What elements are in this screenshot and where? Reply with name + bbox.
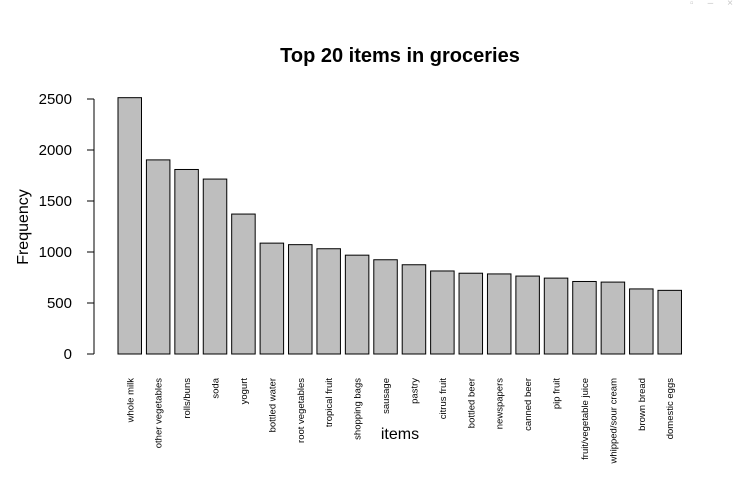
bar xyxy=(543,277,569,355)
minimize-icon[interactable]: – xyxy=(707,0,714,9)
x-tick-label: bottled beer xyxy=(466,378,477,428)
bar xyxy=(401,264,427,355)
bar xyxy=(430,270,455,355)
bar xyxy=(600,281,626,355)
bar xyxy=(572,280,597,355)
y-tick-label: 500 xyxy=(47,295,72,312)
bar xyxy=(629,288,654,355)
bar xyxy=(202,178,228,355)
bar xyxy=(373,259,398,355)
x-tick-label: bottled water xyxy=(267,378,278,432)
x-tick-label: fruit/vegetable juice xyxy=(580,378,591,460)
x-tick-label: pastry xyxy=(409,378,420,404)
x-tick-label: other vegetables xyxy=(154,378,165,448)
x-tick-label: shopping bags xyxy=(353,378,364,440)
bar xyxy=(259,242,285,355)
bar xyxy=(515,275,540,355)
window-controls: ▫ – × xyxy=(690,0,733,9)
x-tick-label: pip fruit xyxy=(552,378,563,410)
x-tick-label: citrus fruit xyxy=(438,378,449,420)
x-tick-label: yogurt xyxy=(239,378,250,405)
restore-icon[interactable]: ▫ xyxy=(690,0,694,9)
x-tick-label: rolls/buns xyxy=(182,378,193,419)
bar xyxy=(316,248,341,355)
x-tick-label: whipped/sour cream xyxy=(608,378,619,465)
x-tick-label: sausage xyxy=(381,378,392,414)
x-tick-label: whole milk xyxy=(125,378,136,424)
x-tick-label: soda xyxy=(211,377,222,398)
y-tick-label: 0 xyxy=(64,346,72,363)
y-tick-label: 2500 xyxy=(39,91,72,108)
x-tick-labels: whole milk other vegetables rolls/buns soda… xyxy=(125,377,676,464)
close-icon[interactable]: × xyxy=(727,0,733,9)
bar xyxy=(486,273,512,355)
x-tick-label: domestic eggs xyxy=(665,378,676,440)
y-axis: 0 500 1000 1500 2000 2500 xyxy=(39,91,95,363)
bar xyxy=(145,159,171,355)
x-tick-label: brown bread xyxy=(637,378,648,431)
bar xyxy=(174,168,199,355)
x-tick-label: newspapers xyxy=(495,378,506,429)
y-tick-label: 1500 xyxy=(39,193,72,210)
bars xyxy=(117,97,682,355)
bar xyxy=(288,244,313,355)
y-tick-label: 1000 xyxy=(39,244,72,261)
bar xyxy=(657,289,682,355)
bar xyxy=(458,272,484,355)
bar xyxy=(344,254,370,355)
x-tick-label: tropical fruit xyxy=(324,378,335,427)
y-tick-label: 2000 xyxy=(39,142,72,159)
x-tick-label: canned beer xyxy=(523,378,534,431)
x-axis-label: items xyxy=(381,426,419,443)
bar xyxy=(231,213,256,355)
x-tick-label: root vegetables xyxy=(296,378,307,443)
y-axis-label: Frequency xyxy=(15,189,32,265)
chart-title: Top 20 items in groceries xyxy=(280,45,520,67)
bar xyxy=(117,97,142,355)
